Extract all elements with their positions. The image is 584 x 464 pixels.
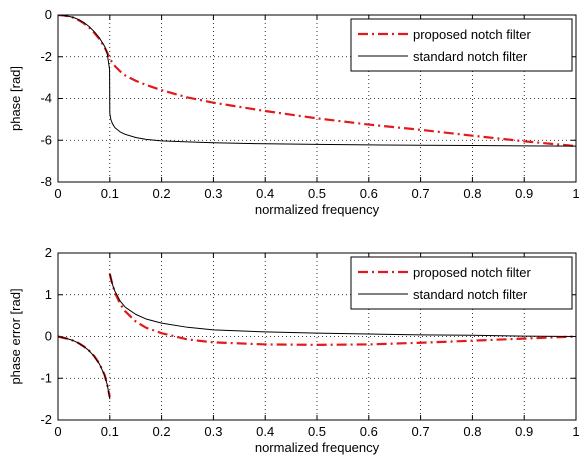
y-tick-label: -2 (40, 49, 52, 64)
y-tick-label: 0 (45, 7, 52, 22)
x-tick-label: 0.4 (256, 186, 274, 201)
x-tick-label: 0 (54, 186, 61, 201)
axes-frame (57, 14, 577, 183)
x-tick-label: 0.2 (153, 424, 171, 439)
x-tick-label: 0.9 (515, 186, 533, 201)
series-group (58, 273, 576, 400)
x-tick-label: 0.4 (256, 424, 274, 439)
y-tick-label: 0 (45, 329, 52, 344)
axes-frame (57, 252, 577, 421)
x-tick-label: 0.5 (308, 424, 326, 439)
x-tick-label: 1 (572, 186, 579, 201)
standard-notch-filter-line (58, 15, 576, 147)
x-tick-label: 0 (54, 424, 61, 439)
x-tick-label: 0.8 (463, 424, 481, 439)
y-tick-label: -1 (40, 370, 52, 385)
y-axis-label: phase error [rad] (8, 288, 23, 384)
x-tick-label: 0.2 (153, 186, 171, 201)
x-tick-label: 0.8 (463, 186, 481, 201)
x-tick-label: 0.6 (360, 186, 378, 201)
y-axis-label: phase [rad] (8, 66, 23, 131)
y-tick-label: -4 (40, 91, 52, 106)
y-tick-label: -6 (40, 132, 52, 147)
legend-label: proposed notch filter (413, 27, 531, 42)
legend-label: proposed notch filter (413, 265, 531, 280)
y-tick-label: -8 (40, 174, 52, 189)
y-tick-label: 2 (45, 245, 52, 260)
phase-error-chart: 0 0.1 0.2 0.3 0.4 0.5 0.6 0.7 0.8 0.9 1 -2 -1 0 1 2 norm… (8, 245, 580, 455)
standard-notch-filter-line (109, 273, 576, 337)
y-tick-label: 1 (45, 287, 52, 302)
legend-box (350, 18, 573, 72)
x-tick-label: 0.5 (308, 186, 326, 201)
proposed-notch-filter-line (58, 15, 576, 148)
x-tick-label: 0.7 (412, 186, 430, 201)
x-tick-label: 0.6 (360, 424, 378, 439)
x-tick-label: 0.7 (412, 424, 430, 439)
proposed-notch-filter-line (108, 273, 576, 346)
phase-chart: 0 0.1 0.2 0.3 0.4 0.5 0.6 0.7 0.8 0.9 1 -8 -6 -4 -2 0 no… (8, 7, 580, 217)
x-tick-label: 0.9 (515, 424, 533, 439)
x-axis-label: normalized frequency (255, 202, 380, 217)
standard-notch-filter-line (58, 336, 111, 400)
legend-label: standard notch filter (413, 49, 528, 64)
x-tick-label: 1 (572, 424, 579, 439)
x-tick-label: 0.3 (204, 424, 222, 439)
x-axis-label: normalized frequency (255, 440, 380, 455)
x-tick-label: 0.1 (101, 186, 119, 201)
legend: proposed notch filter standard notch filt… (350, 256, 573, 310)
legend-box (350, 256, 573, 310)
x-tick-label: 0.1 (101, 424, 119, 439)
legend-label: standard notch filter (413, 287, 528, 302)
x-tick-label: 0.3 (204, 186, 222, 201)
series-group (58, 15, 576, 148)
legend: proposed notch filter standard notch filt… (350, 18, 573, 72)
y-tick-label: -2 (40, 412, 52, 427)
